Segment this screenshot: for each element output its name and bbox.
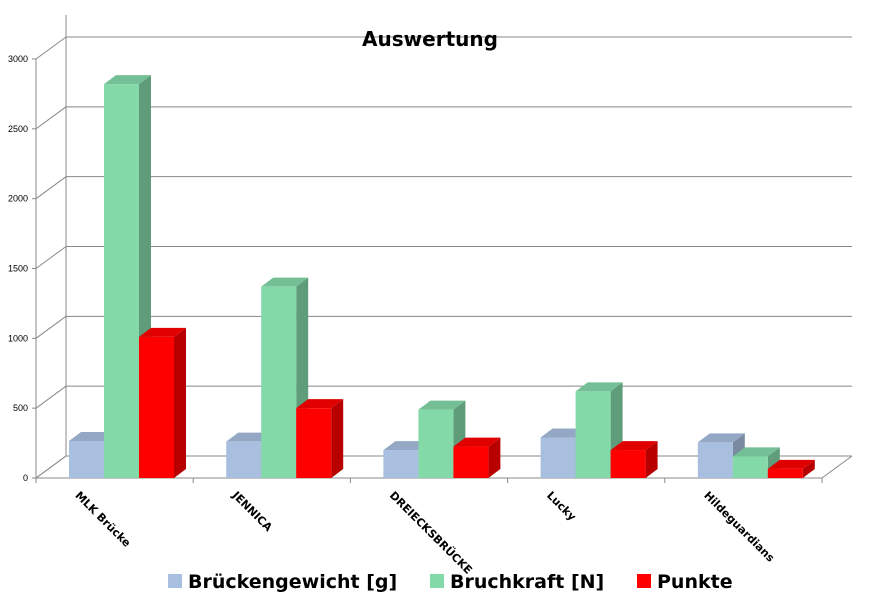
y-axis-ticks: 0 500 1000 1500 2000 2500 3000 bbox=[8, 54, 36, 483]
bar-side bbox=[174, 327, 186, 478]
legend-label: Bruchkraft [N] bbox=[450, 571, 604, 593]
legend: Brückengewicht [g] Bruchkraft [N] Punkte bbox=[168, 571, 733, 593]
bar-front bbox=[383, 450, 419, 478]
bar-top bbox=[104, 75, 151, 85]
bar-top bbox=[296, 399, 344, 409]
chart-title: Auswertung bbox=[362, 27, 498, 51]
legend-label: Punkte bbox=[657, 571, 733, 593]
x-tick-label: JENNICA bbox=[229, 488, 275, 534]
bar-front bbox=[296, 408, 332, 478]
bar-front bbox=[732, 456, 768, 478]
bar-front bbox=[418, 409, 454, 478]
y-tick-label: 2500 bbox=[8, 124, 28, 134]
bar-front bbox=[226, 441, 262, 478]
gridline-diagonal bbox=[35, 455, 67, 479]
bar-front bbox=[540, 437, 576, 478]
bar-top bbox=[732, 447, 780, 457]
bar-3-2 bbox=[296, 399, 344, 478]
legend-swatch bbox=[637, 574, 651, 588]
x-tick-label: Lucky bbox=[544, 489, 579, 524]
legend-swatch bbox=[430, 574, 444, 588]
bar-2-4 bbox=[575, 382, 623, 478]
bar-top bbox=[139, 327, 186, 337]
x-tick-label: MLK Brücke bbox=[72, 489, 133, 550]
bar-front bbox=[261, 286, 297, 478]
y-tick-label: 500 bbox=[13, 403, 28, 413]
bar-top bbox=[418, 400, 466, 410]
bar-top bbox=[610, 441, 658, 451]
floor-right-edge bbox=[821, 455, 853, 479]
bar-front bbox=[697, 442, 733, 478]
bar-front bbox=[767, 468, 803, 478]
x-tick-label: Hildeguardians bbox=[701, 489, 777, 565]
bar-side bbox=[802, 459, 815, 478]
y-tick-label: 3000 bbox=[8, 54, 28, 64]
bar-top bbox=[261, 277, 309, 287]
bar-front bbox=[453, 446, 489, 478]
gridline-diagonal bbox=[35, 246, 67, 269]
legend-label: Brückengewicht [g] bbox=[188, 571, 397, 593]
bar-front bbox=[139, 336, 174, 478]
legend-swatch bbox=[168, 574, 182, 588]
bar-3-4 bbox=[610, 441, 658, 478]
bar-3-5 bbox=[767, 459, 815, 478]
bar-top bbox=[697, 433, 745, 443]
gridline-diagonal bbox=[35, 315, 67, 339]
bar-top bbox=[453, 437, 501, 447]
gridline-diagonal bbox=[35, 36, 67, 60]
legend-item-1: Brückengewicht [g] bbox=[168, 571, 397, 593]
x-axis-labels: MLK Brücke JENNICA DREIECKSBRÜCKE Lucky Hild… bbox=[35, 478, 823, 577]
bar-side bbox=[488, 437, 501, 478]
x-tick-label: DREIECKSBRÜCKE bbox=[387, 488, 475, 576]
gridline-diagonal bbox=[35, 106, 67, 130]
y-tick-label: 0 bbox=[23, 473, 28, 483]
bar-front bbox=[575, 391, 611, 478]
gridline-diagonal bbox=[35, 176, 67, 200]
bar-side bbox=[645, 441, 658, 478]
legend-item-3: Punkte bbox=[637, 571, 733, 593]
bar-side bbox=[331, 399, 344, 478]
bar-front bbox=[610, 450, 646, 478]
gridline-diagonal bbox=[35, 385, 67, 409]
bar-top bbox=[767, 459, 815, 469]
y-tick-label: 2000 bbox=[8, 194, 28, 204]
bar-front bbox=[104, 84, 139, 478]
y-tick-label: 1500 bbox=[8, 264, 28, 274]
y-tick-label: 1000 bbox=[8, 333, 28, 343]
bar-2-3 bbox=[418, 400, 466, 478]
bar-top bbox=[575, 382, 623, 392]
bars bbox=[69, 75, 815, 478]
legend-item-2: Bruchkraft [N] bbox=[430, 571, 604, 593]
bar-3-1 bbox=[139, 327, 186, 478]
gridlines bbox=[35, 36, 852, 479]
bar-front bbox=[69, 440, 104, 478]
bar-3-3 bbox=[453, 437, 501, 478]
